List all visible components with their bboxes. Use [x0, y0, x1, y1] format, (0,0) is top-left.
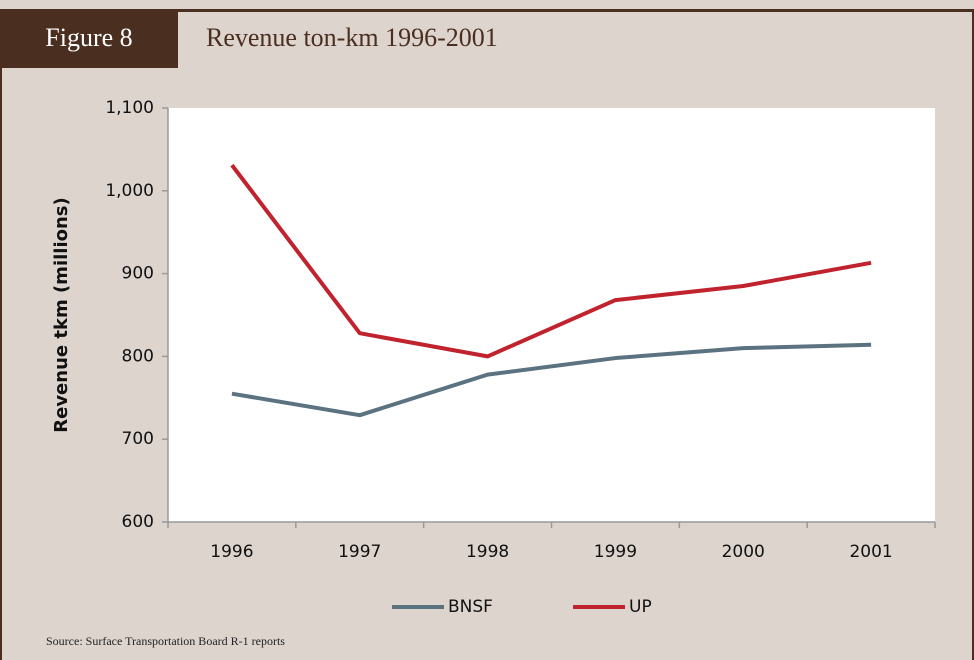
figure-label-box	[0, 9, 178, 68]
y-tick-label: 1,100	[105, 98, 154, 118]
source-note: Source: Surface Transportation Board R-1…	[46, 634, 285, 648]
y-tick-label: 1,000	[105, 181, 154, 201]
y-tick-label: 900	[122, 264, 154, 284]
left-rule	[0, 9, 2, 660]
x-tick-label: 1999	[594, 542, 637, 562]
x-tick-label: 1998	[466, 542, 509, 562]
x-tick-label: 1996	[210, 542, 253, 562]
plot-area	[168, 108, 935, 522]
y-tick-label: 800	[122, 346, 154, 366]
y-tick-label: 700	[122, 429, 154, 449]
legend-label: UP	[629, 597, 652, 617]
y-axis-label: Revenue tkm (millions)	[51, 197, 72, 433]
x-tick-label: 1997	[338, 542, 381, 562]
series-line	[231, 342, 872, 418]
x-tick-label: 2000	[722, 542, 765, 562]
figure-label: Figure 8	[45, 23, 132, 52]
right-rule	[972, 9, 974, 660]
y-tick-label: 600	[122, 512, 154, 532]
x-tick-label: 2001	[849, 542, 892, 562]
chart-title: Revenue ton-km 1996-2001	[206, 23, 498, 52]
series-line	[230, 163, 872, 359]
legend-label: BNSF	[448, 597, 493, 617]
top-rule	[0, 9, 974, 12]
